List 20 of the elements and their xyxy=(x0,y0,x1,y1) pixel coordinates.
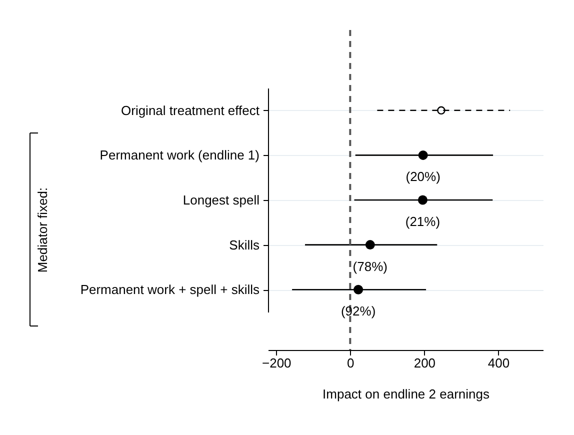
annotation: (20%) xyxy=(406,169,440,184)
x-tick-label: −200 xyxy=(262,356,292,370)
y-tick-label: Permanent work + spell + skills xyxy=(80,282,260,298)
x-tick-label: 400 xyxy=(488,356,510,370)
annotation: (92%) xyxy=(340,304,376,319)
y-tick-label: Permanent work (endline 1) xyxy=(100,148,260,163)
point xyxy=(354,284,364,294)
x-axis-title: Impact on endline 2 earnings xyxy=(322,386,490,402)
point xyxy=(365,240,375,250)
annotation: (21%) xyxy=(405,214,440,229)
y-tick-label: Skills xyxy=(229,237,260,252)
y-tick-label: Longest spell xyxy=(182,192,260,208)
point xyxy=(418,195,428,205)
point xyxy=(418,150,428,160)
point xyxy=(437,106,446,115)
annotation: (78%) xyxy=(352,258,388,274)
text: Mediator fixed: xyxy=(35,187,50,273)
x-tick-label: 0 xyxy=(347,356,354,370)
y-tick-label: Original treatment effect xyxy=(121,102,260,118)
x-tick-label: 200 xyxy=(414,356,436,370)
